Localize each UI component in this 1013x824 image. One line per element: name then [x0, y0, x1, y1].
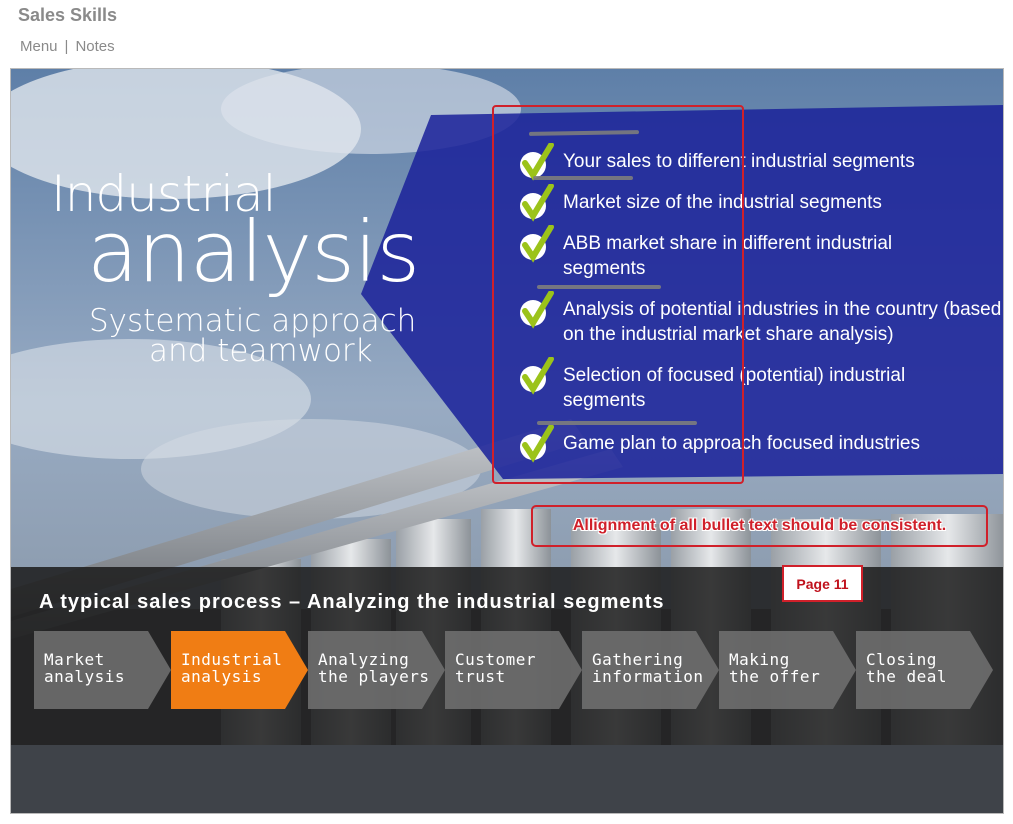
check-icon — [520, 225, 554, 263]
bullet-item: Game plan to approach focused industries — [519, 421, 999, 463]
step-label: Making the offer — [729, 650, 821, 686]
step-industrial-analysis[interactable]: Industrial analysis — [171, 631, 308, 709]
step-label: Customer trust — [455, 650, 537, 686]
step-closing-the-deal[interactable]: Closing the deal — [856, 631, 993, 709]
step-market-analysis[interactable]: Market analysis — [34, 631, 171, 709]
bullet-item: Selection of focused (potential) industr… — [519, 357, 939, 413]
headline-line-2: analysis — [87, 203, 420, 301]
bullet-text: Analysis of potential industries in the … — [563, 299, 1002, 345]
bullet-item: Market size of the industrial segments — [519, 176, 999, 222]
review-annotation: Allignment of all bullet text should be … — [531, 505, 988, 547]
headline-line-1: Industrial — [51, 165, 276, 223]
bullet-text: Market size of the industrial segments — [563, 192, 882, 213]
bullet-item: Analysis of potential industries in the … — [519, 285, 1003, 347]
bullet-text: Game plan to approach focused industries — [563, 433, 920, 454]
step-customer-trust[interactable]: Customer trust — [445, 631, 582, 709]
check-icon — [520, 291, 554, 329]
subtitle-line-1: Systematic approach — [89, 303, 417, 339]
bullet-text: Selection of focused (potential) industr… — [563, 365, 906, 411]
check-icon — [520, 143, 554, 181]
step-label: Closing the deal — [866, 650, 948, 686]
bullet-item: ABB market share in different industrial… — [519, 225, 939, 281]
nav-separator: | — [64, 38, 69, 55]
step-analyzing-the-players[interactable]: Analyzing the players — [308, 631, 445, 709]
step-label: Gathering information — [592, 650, 704, 686]
top-nav: Menu | Notes — [20, 38, 115, 55]
menu-link[interactable]: Menu — [20, 38, 58, 55]
page-badge: Page 11 — [782, 565, 863, 602]
process-title: A typical sales process – Analyzing the … — [39, 591, 665, 613]
check-icon — [520, 357, 554, 395]
bullet-text: ABB market share in different industrial… — [563, 233, 893, 279]
slide: Industrial analysis Systematic approach … — [10, 68, 1004, 814]
step-label: Industrial analysis — [181, 650, 283, 686]
app-title: Sales Skills — [18, 5, 118, 25]
check-icon — [520, 425, 554, 463]
step-label: Analyzing the players — [318, 650, 430, 686]
subtitle-line-2: and teamwork — [149, 333, 373, 369]
step-label: Market analysis — [44, 650, 126, 686]
check-icon — [520, 184, 554, 222]
review-highlight-box — [492, 105, 744, 484]
bullet-item: Your sales to different industrial segme… — [519, 130, 999, 181]
step-gathering-information[interactable]: Gathering information — [582, 631, 719, 709]
review-annotation-text: Allignment of all bullet text should be … — [572, 517, 947, 534]
bullet-text: Your sales to different industrial segme… — [563, 151, 915, 172]
notes-link[interactable]: Notes — [75, 38, 115, 55]
step-making-the-offer[interactable]: Making the offer — [719, 631, 856, 709]
page-label: Page 11 — [796, 575, 849, 592]
